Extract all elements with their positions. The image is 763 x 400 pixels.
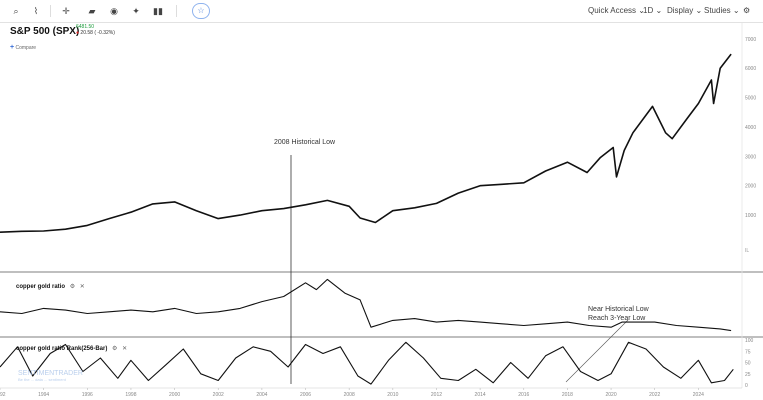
x-tick-label: 2022: [649, 392, 660, 398]
rank-tick-label: 25: [745, 372, 751, 378]
x-tick-label: 2018: [562, 392, 573, 398]
price-change-value: 20.58 ( -0.32%): [80, 30, 115, 36]
price-line: [0, 53, 732, 233]
search-icon[interactable]: ⌕: [13, 6, 19, 16]
x-tick-label: 2002: [213, 392, 224, 398]
page-title: S&P 500 (SPX): [10, 26, 80, 37]
price-change: ● 20.58 ( -0.32%): [76, 30, 115, 36]
x-tick-label: 2010: [387, 392, 398, 398]
price-tick-label: 5000: [745, 96, 756, 102]
studies-label: Studies: [704, 6, 731, 15]
x-tick-label: 1994: [38, 392, 49, 398]
near-low-annotation: Near Historical Low Reach 3-Year Low: [588, 305, 649, 323]
settings-icon[interactable]: ⚙: [69, 284, 76, 290]
display-label: Display: [667, 6, 694, 15]
quick-access-menu[interactable]: Quick Access ⌄: [588, 6, 645, 15]
near-low-line1: Near Historical Low: [588, 306, 649, 313]
pin-icon[interactable]: ✦: [132, 6, 140, 16]
display-menu[interactable]: Display ⌄: [667, 6, 703, 15]
toolbar-divider: [176, 5, 177, 17]
x-tick-label: 2016: [518, 392, 529, 398]
eye-icon[interactable]: ◉: [110, 6, 118, 16]
price-tick-label: 3000: [745, 154, 756, 160]
close-icon[interactable]: ✕: [122, 346, 128, 352]
price-tick-label: 1000: [745, 213, 756, 219]
interval-menu[interactable]: 1D ⌄: [643, 6, 663, 15]
near-low-arrow: [565, 319, 629, 383]
rank-axis-ticks: 100 75 50 25 0: [745, 338, 754, 389]
rank-tick-label: 0: [745, 383, 748, 389]
plus-icon: +: [10, 44, 15, 51]
annotation-icon[interactable]: ▰: [88, 6, 96, 16]
watermark-tagline: Be the ... data ... sentiment: [18, 377, 66, 382]
interval-label: 1D: [643, 6, 654, 15]
rank-tick-label: 100: [745, 338, 754, 344]
star-icon[interactable]: ☆: [192, 3, 210, 19]
x-tick-label: 1998: [125, 392, 136, 398]
ratio-panel-name: copper gold ratio: [16, 284, 66, 290]
price-tick-label: 7000: [745, 37, 756, 43]
x-tick-label: 2012: [431, 392, 442, 398]
x-tick-label: 2024: [693, 392, 704, 398]
compare-label: Compare: [15, 45, 37, 51]
x-tick-label: 1996: [82, 392, 93, 398]
rank-panel-name: copper gold ratio Rank(256-Bar): [16, 346, 108, 352]
quick-access-label: Quick Access: [588, 6, 637, 15]
watermark-logo: SENTIMENTRADER Be the ... data ... senti…: [18, 370, 83, 382]
rank-tick-label: 75: [745, 349, 751, 355]
close-icon[interactable]: ✕: [79, 284, 85, 290]
watermark-name: SENTIMENTRADER: [18, 370, 83, 377]
x-tick-label: 2000: [169, 392, 180, 398]
ratio-panel-label: copper gold ratio ⚙ ✕: [16, 283, 85, 290]
x-tick-label: 1992: [0, 392, 6, 398]
toolbar-divider: [50, 5, 51, 17]
settings-icon[interactable]: ⚙: [112, 346, 118, 352]
price-axis-ticks: 7000 6000 5000 4000 3000 2000 1000: [745, 37, 756, 219]
price-readout: 6481.50 ● 20.58 ( -0.32%): [76, 24, 115, 36]
rank-tick-label: 50: [745, 361, 751, 367]
historical-low-annotation: 2008 Historical Low: [274, 139, 336, 146]
candles-icon[interactable]: ▮▮: [153, 6, 163, 16]
price-axis-extra-label: IL: [745, 248, 749, 254]
panel-frames: [0, 23, 763, 389]
compare-button[interactable]: + Compare: [10, 44, 36, 51]
gear-icon[interactable]: ⚙: [743, 6, 751, 15]
x-tick-label: 2006: [300, 392, 311, 398]
down-dot-icon: ●: [76, 30, 80, 36]
toolbar: ⌕ ⌇ ✛ ▰ ◉ ✦ ▮▮ ☆ Quick Access ⌄ 1D ⌄ Dis…: [0, 0, 763, 23]
rank-panel-label: copper gold ratio Rank(256-Bar) ⚙ ✕: [16, 345, 127, 352]
price-tick-label: 6000: [745, 66, 756, 72]
crosshair-icon[interactable]: ✛: [62, 6, 70, 16]
last-price: 6481.50: [76, 24, 95, 30]
x-tick-label: 2008: [344, 392, 355, 398]
near-low-line2: Reach 3-Year Low: [588, 315, 646, 322]
x-axis-ticks: 1992 1994 1996 1998 2000 2002 2004 2006 2008 2010…: [0, 388, 704, 398]
line-style-icon[interactable]: ⌇: [33, 6, 39, 16]
price-tick-label: 2000: [745, 184, 756, 190]
price-series: [0, 53, 732, 233]
x-tick-label: 2014: [475, 392, 486, 398]
price-tick-label: 4000: [745, 125, 756, 131]
studies-menu[interactable]: Studies ⌄: [704, 6, 740, 15]
x-tick-label: 2004: [256, 392, 267, 398]
x-tick-label: 2020: [605, 392, 616, 398]
